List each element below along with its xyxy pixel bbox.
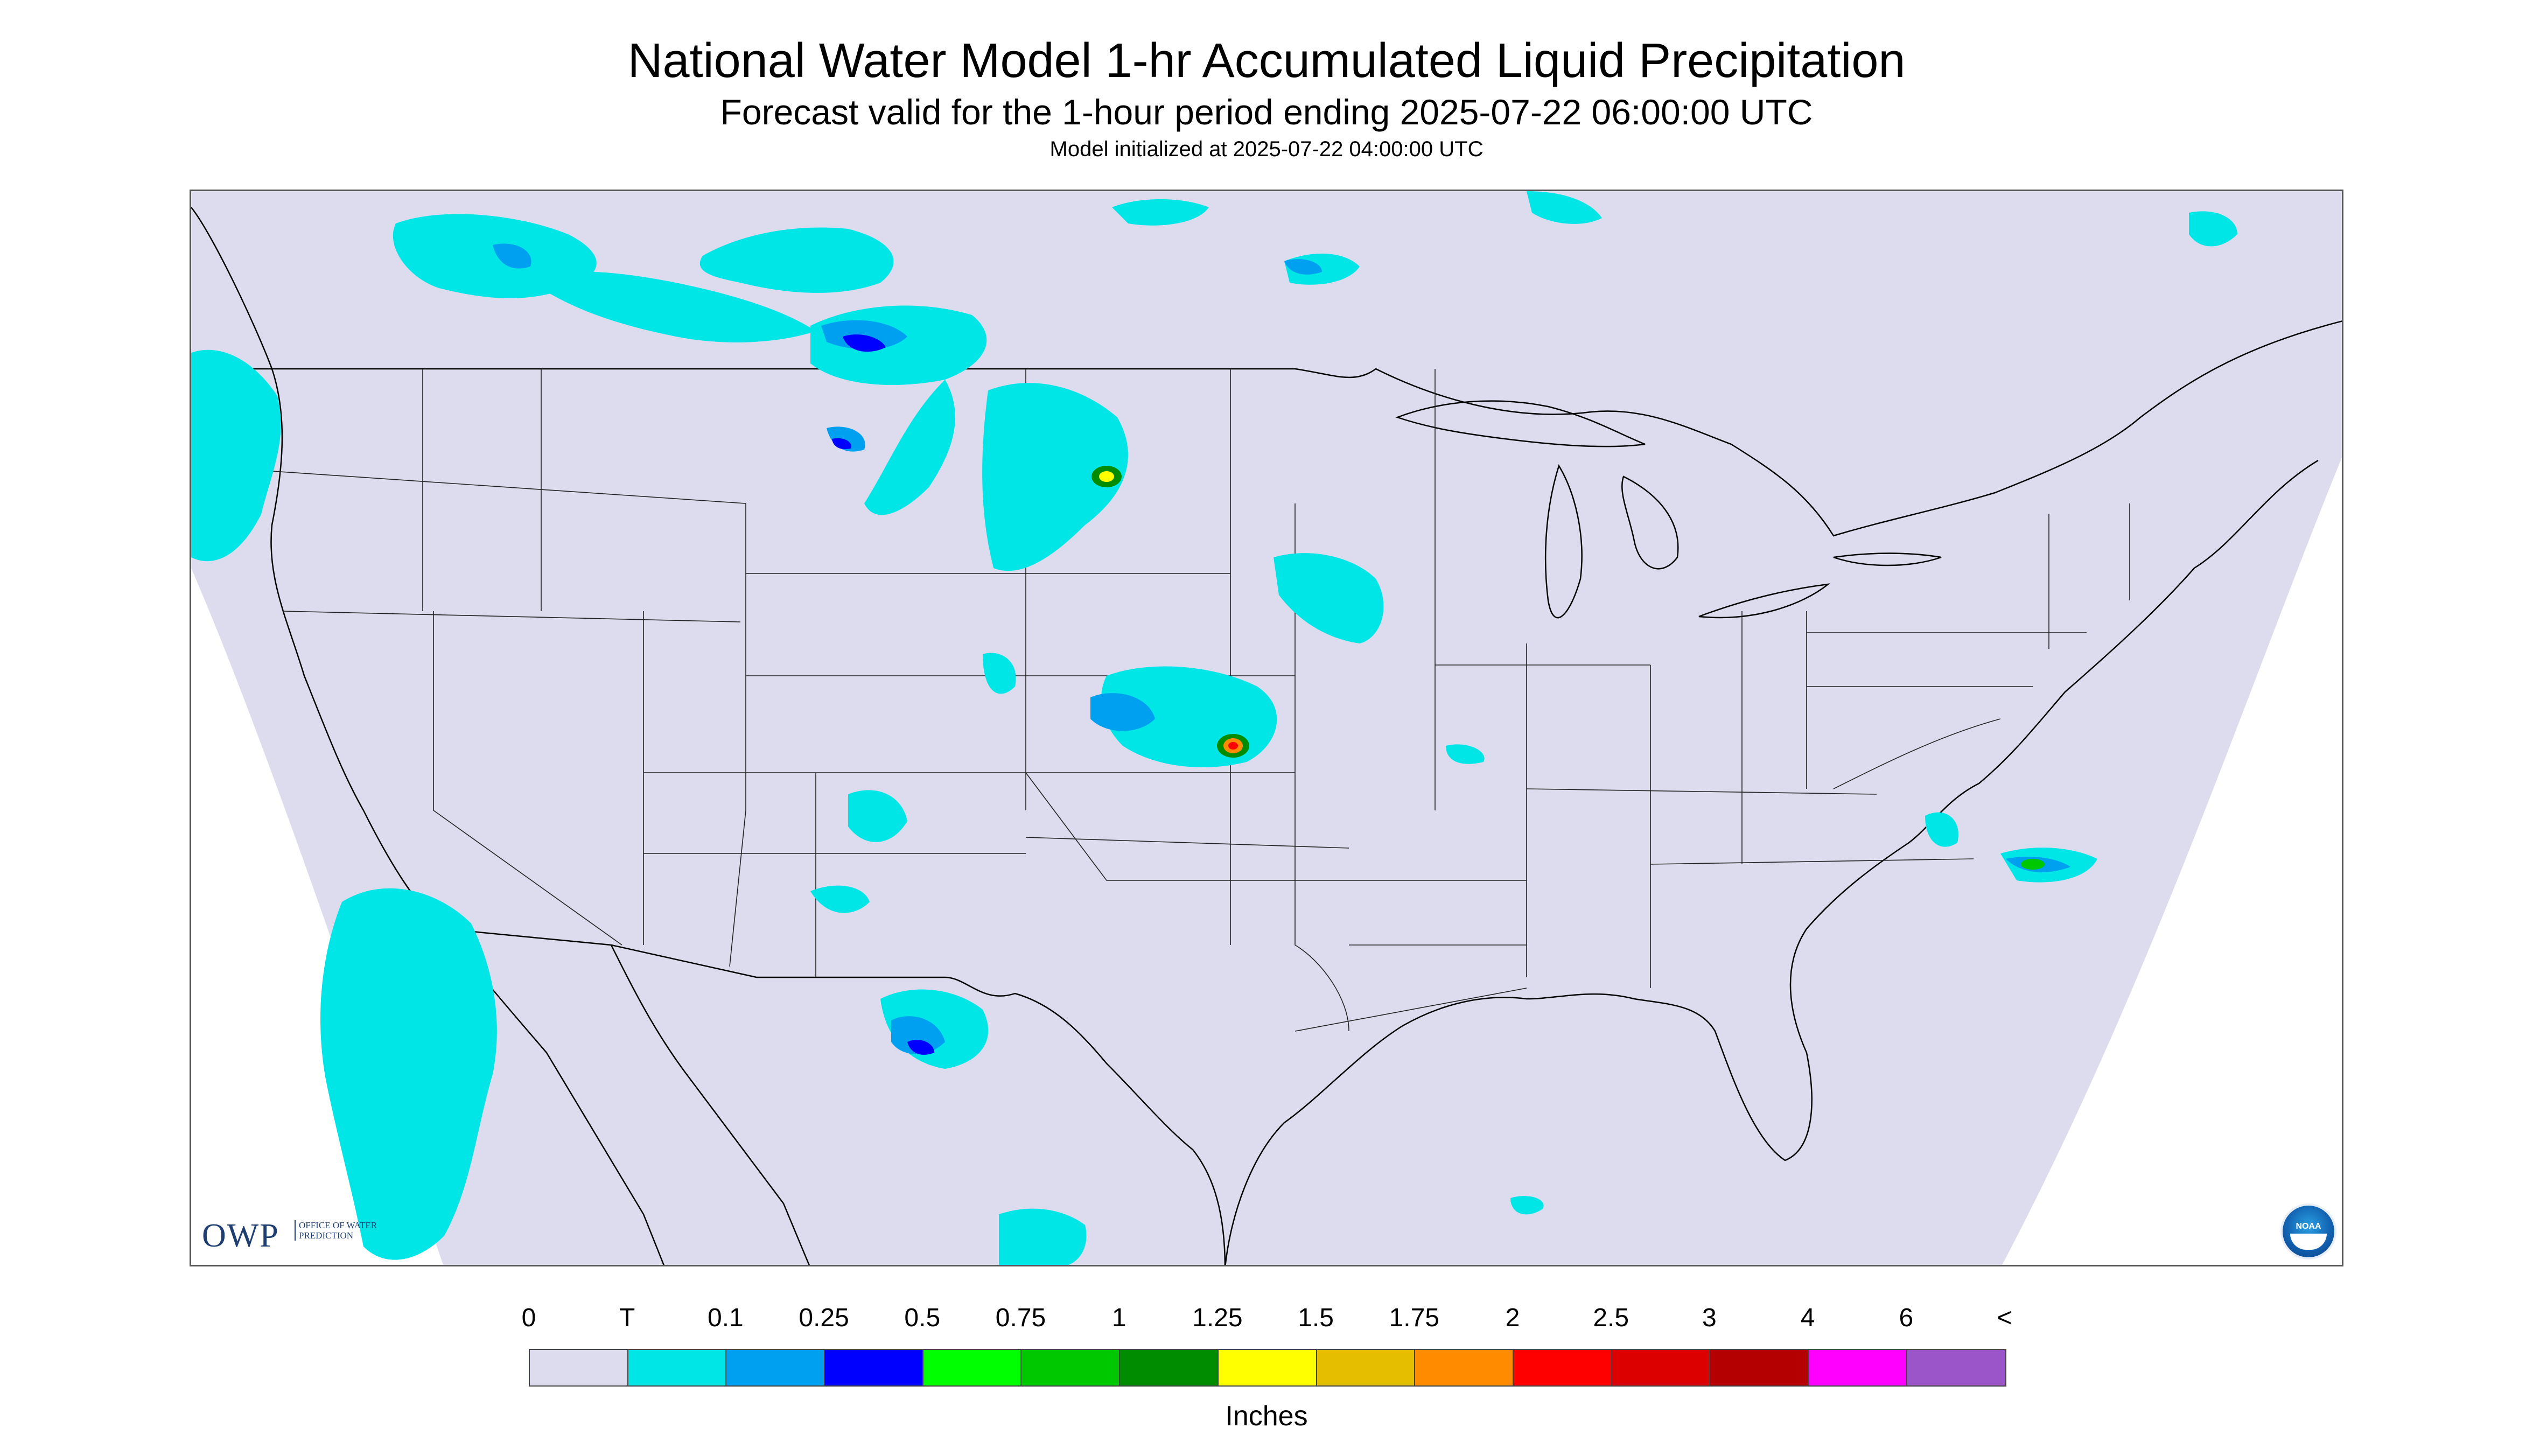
legend-swatch — [1907, 1350, 2006, 1385]
precip-0.5-areas — [832, 334, 934, 1055]
noaa-logo: NOAA — [2280, 1203, 2336, 1259]
legend-swatch — [825, 1350, 923, 1385]
legend-tick-label: T — [619, 1304, 635, 1332]
owp-logo: OWP OFFICE OF WATER PREDICTION — [202, 1217, 377, 1255]
legend-swatch — [1710, 1350, 1809, 1385]
noaa-bird-icon — [2290, 1234, 2327, 1250]
legend-tick-label: 6 — [1899, 1304, 1914, 1332]
legend-tick-label: 0.75 — [995, 1304, 1046, 1332]
legend-swatch — [1513, 1350, 1612, 1385]
legend-swatch — [628, 1350, 727, 1385]
legend-labels: 0 T 0.1 0.25 0.5 0.75 1 1.25 1.5 1.75 2 2.5 3 4 6 < — [0, 1303, 2533, 1335]
mexico-border — [611, 944, 1226, 1265]
legend-tick-label: 2.5 — [1593, 1304, 1629, 1332]
precipitation-map: OWP OFFICE OF WATER PREDICTION NOAA — [190, 190, 2343, 1266]
canada-border — [191, 320, 2342, 537]
gulf-california — [610, 944, 810, 1265]
legend-tick-label: 1.75 — [1389, 1304, 1440, 1332]
pacific-coast — [191, 207, 612, 946]
lake-erie — [1698, 583, 1831, 619]
legend-swatch — [530, 1350, 628, 1385]
owp-logo-text: OFFICE OF WATER PREDICTION — [295, 1220, 380, 1241]
legend-swatch — [1218, 1350, 1317, 1385]
lake-michigan — [1544, 464, 1583, 619]
lake-huron — [1621, 475, 1679, 570]
legend-swatch — [923, 1350, 1022, 1385]
legend-units: Inches — [1225, 1401, 1308, 1432]
legend-tick-label: 3 — [1702, 1304, 1717, 1332]
legend-tick-label: < — [1997, 1304, 2012, 1332]
legend-swatch — [1021, 1350, 1121, 1385]
map-title: National Water Model 1-hr Accumulated Li… — [627, 34, 1906, 88]
legend-swatch — [1120, 1350, 1219, 1385]
legend-tick-label: 4 — [1800, 1304, 1815, 1332]
legend-swatch — [1317, 1350, 1416, 1385]
legend-tick-label: 0 — [521, 1304, 536, 1332]
atlantic-coast — [1224, 459, 2319, 1265]
legend-swatch — [1415, 1350, 1514, 1385]
legend-colorbar — [529, 1349, 2007, 1387]
precip-0.25-areas — [493, 243, 2070, 1054]
great-lakes-superior — [1395, 400, 1646, 447]
legend-swatch — [1612, 1350, 1711, 1385]
legend-tick-label: 1.25 — [1192, 1304, 1243, 1332]
legend-tick-label: 0.25 — [799, 1304, 849, 1332]
lake-ontario — [1833, 552, 1942, 566]
map-canvas — [191, 191, 2342, 1265]
model-init-note: Model initialized at 2025-07-22 04:00:00… — [1049, 137, 1484, 161]
legend-tick-label: 1.5 — [1298, 1304, 1334, 1332]
noaa-logo-label: NOAA — [2296, 1222, 2321, 1231]
map-subtitle: Forecast valid for the 1-hour period end… — [720, 92, 1813, 132]
legend-tick-label: 2 — [1505, 1304, 1520, 1332]
legend-swatch — [1808, 1350, 1907, 1385]
legend-tick-label: 0.1 — [708, 1304, 744, 1332]
legend-swatch — [726, 1350, 825, 1385]
legend-tick-label: 1 — [1111, 1304, 1126, 1332]
precip-cores — [1091, 466, 2045, 870]
owp-logo-mark: OWP — [202, 1217, 279, 1254]
legend-tick-label: 0.5 — [904, 1304, 941, 1332]
